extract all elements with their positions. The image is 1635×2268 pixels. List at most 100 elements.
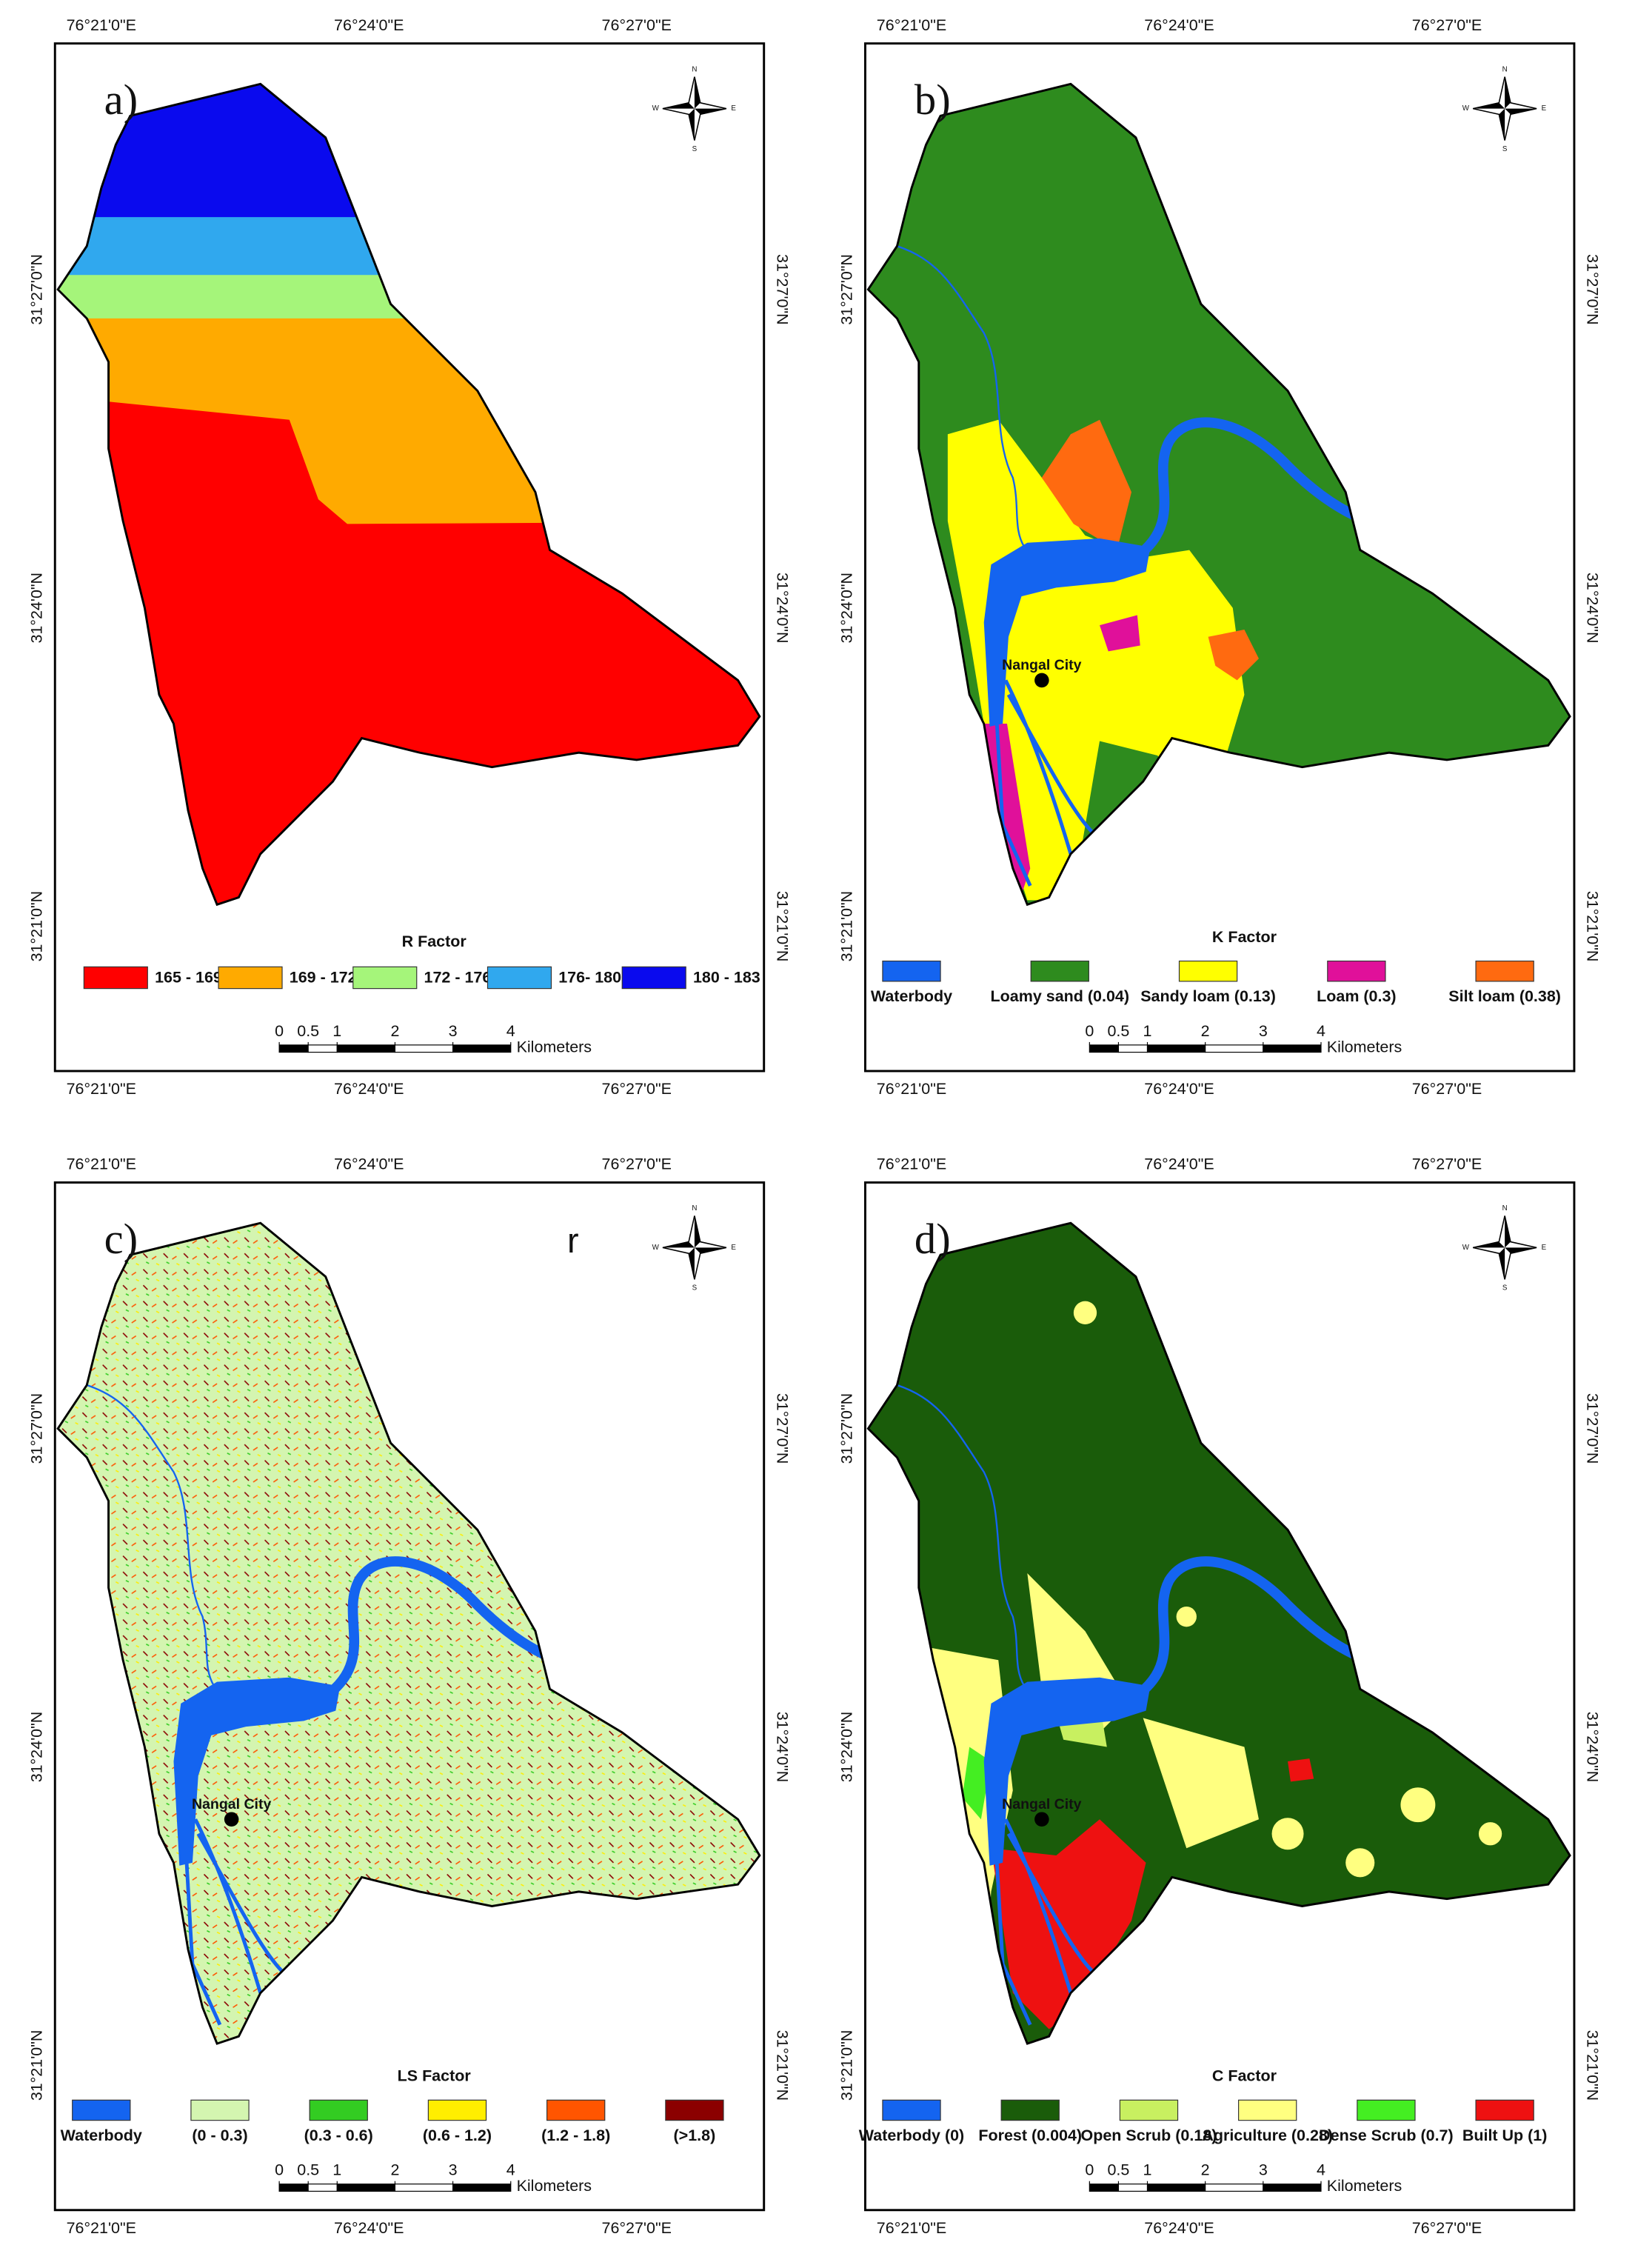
compass: N E S W [652, 65, 737, 153]
legend-label: Dense Scrub (0.7) [1319, 2127, 1453, 2144]
legend-swatch [352, 966, 418, 990]
map-panel: Nangal City r c) N E S W 76°21'0"E 76°21'0"E 76°2… [27, 1155, 791, 2237]
latitude-label: 31°21'0"N [27, 891, 45, 962]
legend-label: (1.2 - 1.8) [541, 2127, 610, 2144]
scale-label: 1 [1143, 1022, 1152, 1040]
legend-label: Waterbody (0) [859, 2127, 964, 2144]
compass-letter: W [652, 1244, 660, 1252]
longitude-label: 76°21'0"E [877, 16, 946, 34]
legend-label: (>1.8) [674, 2127, 716, 2144]
latitude-label: 31°27'0"N [773, 254, 791, 325]
latitude-label: 31°24'0"N [773, 1712, 791, 1783]
latitude-label: 31°27'0"N [27, 254, 45, 325]
scale-segment [394, 1044, 454, 1053]
legend-label: Built Up (1) [1462, 2127, 1548, 2144]
legend-swatch [882, 960, 941, 982]
river [1132, 1556, 1417, 1701]
legend-swatch [546, 2099, 606, 2121]
longitude-label: 76°27'0"E [1412, 1080, 1482, 1098]
scale-label: 2 [390, 1022, 399, 1040]
city-label: Nangal City [1002, 1796, 1082, 1812]
scale-unit: Kilometers [1327, 1038, 1402, 1055]
legend-title: K Factor [1212, 928, 1277, 946]
longitude-label: 76°27'0"E [1412, 2219, 1482, 2237]
legend-swatch [1030, 960, 1089, 982]
scale-label: 0.5 [297, 1022, 319, 1040]
scale-segment [1089, 2184, 1120, 2192]
scale-segment [1146, 2184, 1206, 2192]
map-zone [1400, 1787, 1436, 1823]
legend-label: Loam (0.3) [1317, 987, 1396, 1005]
scale-label: 4 [1317, 1022, 1325, 1040]
map-zone [1345, 1848, 1375, 1878]
city-label: Nangal City [192, 1796, 272, 1812]
legend-swatch [1357, 2099, 1416, 2121]
longitude-label: 76°24'0"E [1144, 1080, 1214, 1098]
longitude-label: 76°24'0"E [1144, 1155, 1214, 1173]
longitude-label: 76°27'0"E [602, 1155, 672, 1173]
legend-label: (0.3 - 0.6) [304, 2127, 373, 2144]
legend-label: (0 - 0.3) [192, 2127, 247, 2144]
legend-label: 180 - 183 [693, 969, 760, 987]
legend-label: Silt loam (0.38) [1448, 987, 1561, 1005]
latitude-label: 31°27'0"N [1584, 254, 1602, 325]
map-zone [1271, 1818, 1304, 1850]
longitude-label: 76°24'0"E [1144, 2219, 1214, 2237]
legend-swatch [1475, 960, 1534, 982]
scale-segment [336, 2184, 396, 2192]
panel-label: c) [104, 1215, 138, 1263]
scale-unit: Kilometers [1327, 2177, 1402, 2195]
scale-label: 1 [1143, 2161, 1152, 2179]
latitude-label: 31°21'0"N [773, 2030, 791, 2101]
scale-segment [1205, 2184, 1264, 2192]
legend-label: Waterbody [61, 2127, 142, 2144]
scale-label: 0 [275, 2161, 284, 2179]
latitude-label: 31°24'0"N [773, 573, 791, 644]
scale-label: 4 [1317, 2161, 1325, 2179]
latitude-label: 31°24'0"N [1584, 573, 1602, 644]
map-zone [947, 419, 1245, 901]
latitude-label: 31°24'0"N [838, 573, 856, 644]
scale-label: 0 [1085, 2161, 1094, 2179]
latitude-label: 31°24'0"N [838, 1712, 856, 1783]
annotation: r [567, 1221, 579, 1260]
map-zone [1073, 1301, 1097, 1324]
legend-label: 165 - 169 [155, 969, 222, 987]
latitude-label: 31°21'0"N [773, 891, 791, 962]
map-zone [1478, 1822, 1502, 1846]
legend-swatch [882, 2099, 941, 2121]
compass-letter: S [692, 145, 698, 153]
compass-letter: W [1462, 104, 1470, 113]
longitude-label: 76°24'0"E [334, 16, 404, 34]
longitude-label: 76°27'0"E [1412, 1155, 1482, 1173]
map-zone [991, 1758, 1314, 2029]
panel-label: b) [915, 76, 951, 124]
scale-segment [1263, 1044, 1322, 1053]
compass-letter: E [731, 104, 736, 113]
map-panel: a) N E S W 76°21'0"E 76°21'0"E 76°24'0"E 76°24'0… [27, 16, 791, 1098]
compass-letter: S [1502, 1284, 1508, 1293]
longitude-label: 76°21'0"E [877, 1080, 946, 1098]
scale-segment [452, 1044, 512, 1053]
map-panel: Nangal City d) N E S W 76°21'0"E 76°21'0"E 76°24… [838, 1155, 1602, 2237]
longitude-label: 76°24'0"E [334, 1080, 404, 1098]
scale-label: 0 [1085, 1022, 1094, 1040]
lake [983, 538, 1151, 727]
map-zone [1041, 419, 1259, 681]
latitude-label: 31°24'0"N [1584, 1712, 1602, 1783]
legend-swatch [1475, 2099, 1534, 2121]
scale-label: 2 [1201, 1022, 1210, 1040]
panel-label: d) [915, 1215, 951, 1263]
longitude-label: 76°27'0"E [602, 2219, 672, 2237]
latitude-label: 31°21'0"N [1584, 2030, 1602, 2101]
panel-label: a) [104, 76, 138, 124]
river [897, 245, 1026, 548]
map-zone [980, 615, 1140, 895]
latitude-label: 31°27'0"N [838, 254, 856, 325]
scale-unit: Kilometers [517, 1038, 592, 1055]
city-marker [1034, 1812, 1049, 1827]
legend-title: LS Factor [398, 2067, 472, 2085]
legend-swatch [665, 2099, 724, 2121]
scale-segment [336, 1044, 396, 1053]
